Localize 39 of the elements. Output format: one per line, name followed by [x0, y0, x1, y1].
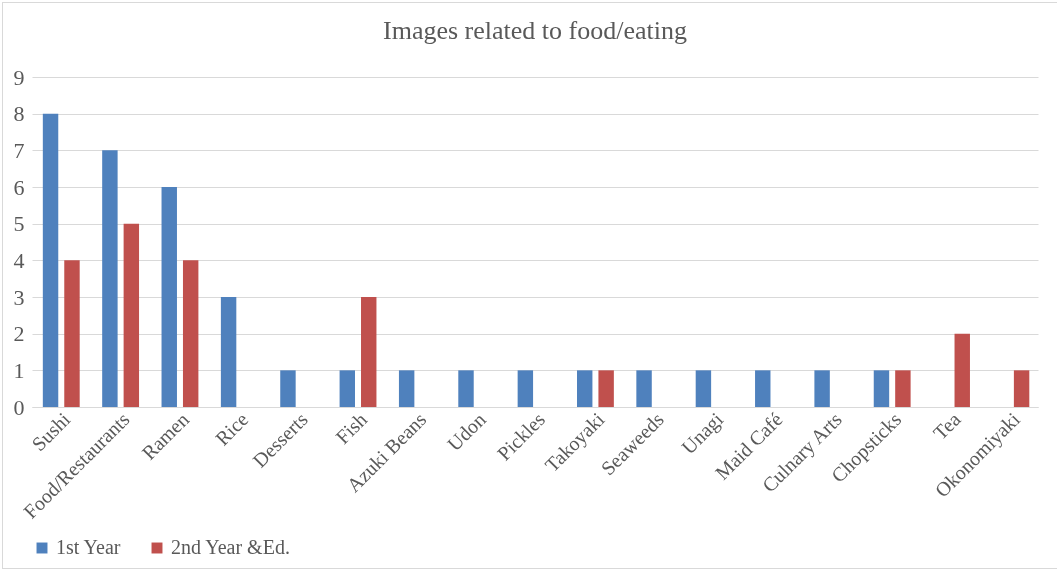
bar	[1013, 370, 1030, 407]
bar	[954, 333, 970, 407]
y-tick-label: 4	[13, 247, 25, 273]
bar	[102, 150, 118, 407]
legend-label: 2nd Year &Ed.	[171, 536, 290, 558]
bar	[361, 297, 377, 407]
bar	[873, 370, 890, 407]
y-tick-label: 3	[13, 284, 25, 310]
x-tick-label: Udon	[442, 408, 490, 456]
bar	[398, 370, 415, 407]
bar	[814, 370, 830, 407]
y-tick-label: 5	[13, 211, 25, 237]
bar	[123, 223, 140, 407]
bar	[755, 370, 771, 407]
y-tick-label: 1	[13, 357, 25, 383]
y-tick-label: 6	[13, 174, 25, 200]
x-tick-label: Fish	[331, 408, 372, 449]
bar	[895, 370, 911, 407]
bar	[182, 260, 199, 407]
bar	[517, 370, 534, 407]
bar	[64, 260, 80, 407]
bar	[339, 370, 356, 407]
y-tick-label: 7	[13, 137, 25, 163]
legend-label: 1st Year	[56, 536, 121, 558]
x-tick-label: Rice	[210, 408, 253, 450]
bar	[576, 370, 593, 407]
bar	[161, 187, 177, 407]
y-tick-label: 9	[13, 64, 25, 90]
bar	[598, 370, 614, 407]
bar	[280, 370, 296, 407]
y-tick-label: 8	[13, 101, 25, 127]
bar	[458, 370, 474, 407]
bar	[695, 370, 712, 407]
y-tick-label: 2	[13, 321, 25, 347]
bar	[636, 370, 652, 407]
bar	[220, 297, 237, 407]
bar	[42, 113, 59, 407]
y-tick-label: 0	[13, 394, 25, 420]
chart-title: Images related to food/eating	[383, 16, 687, 45]
